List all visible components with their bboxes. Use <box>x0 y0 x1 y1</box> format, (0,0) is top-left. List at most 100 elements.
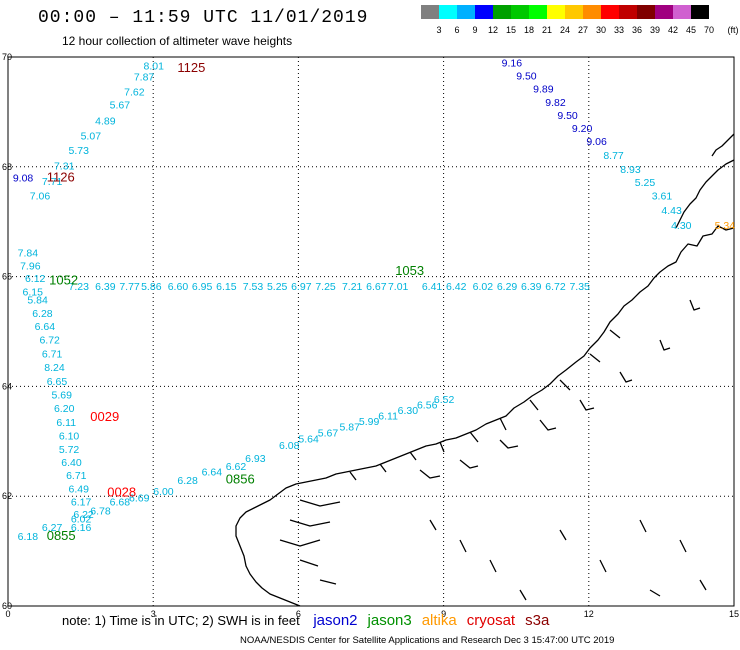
wave-height-value: 5.69 <box>52 389 73 401</box>
color-scale-label: 3 <box>436 25 442 35</box>
wave-height-value: 8.24 <box>44 362 65 374</box>
wave-height-value: 6.42 <box>446 281 467 293</box>
wave-height-value: 7.25 <box>315 281 336 293</box>
color-swatch <box>529 5 547 19</box>
wave-height-value: 7.21 <box>342 281 363 293</box>
wave-height-value: 6.29 <box>497 281 518 293</box>
wave-height-value: 5.73 <box>69 145 90 157</box>
wave-height-value: 6.27 <box>42 522 63 534</box>
color-scale-label: 15 <box>505 25 517 35</box>
wave-height-value: 6.40 <box>61 457 82 469</box>
color-swatch <box>673 5 691 19</box>
wave-height-value: 6.39 <box>95 281 116 293</box>
color-scale-label: (ft) <box>727 25 739 35</box>
color-swatch <box>457 5 475 19</box>
wave-height-value: 5.99 <box>359 416 380 428</box>
axis-tick-labels: 0 3 6 9 12 15 70 68 66 64 62 60 <box>2 52 739 619</box>
wave-height-value: 7.06 <box>30 191 51 203</box>
color-scale-label: 30 <box>595 25 607 35</box>
color-swatch <box>493 5 511 19</box>
wave-height-value: 5.25 <box>635 177 656 189</box>
x-tick-label: 3 <box>151 609 156 619</box>
wave-height-value: 9.89 <box>533 84 554 96</box>
color-swatch <box>565 5 583 19</box>
wave-height-value: 7.53 <box>243 281 264 293</box>
color-scale-label: 39 <box>649 25 661 35</box>
color-swatch <box>691 5 709 19</box>
footer-note: note: 1) Time is in UTC; 2) SWH is in fe… <box>62 612 549 629</box>
wave-height-value: 5.72 <box>59 444 80 456</box>
pass-time-label: 0029 <box>90 409 119 424</box>
wave-height-value: 6.65 <box>47 376 68 388</box>
wave-height-value: 9.50 <box>557 110 578 122</box>
y-tick-label: 68 <box>2 162 12 172</box>
wave-height-value: 5.87 <box>340 421 361 433</box>
wave-height-value: 6.30 <box>398 405 419 417</box>
color-scale-label: 18 <box>523 25 535 35</box>
color-scale-label: 6 <box>454 25 460 35</box>
wave-height-value: 6.10 <box>59 431 80 443</box>
wave-height-value: 5.86 <box>141 281 162 293</box>
map-subtitle: 12 hour collection of altimeter wave hei… <box>62 34 293 48</box>
wave-height-value: 6.15 <box>23 286 44 298</box>
y-tick-label: 70 <box>2 52 12 62</box>
wave-height-value: 6.15 <box>216 281 237 293</box>
map-title: 00:00 – 11:59 UTC 11/01/2019 <box>38 8 369 28</box>
wave-height-value: 7.96 <box>20 260 41 272</box>
pass-time-label: 1052 <box>49 272 78 287</box>
wave-height-value: 6.28 <box>177 475 198 487</box>
color-swatch <box>547 5 565 19</box>
wave-height-value: 4.30 <box>671 220 692 232</box>
x-tick-label: 0 <box>5 609 10 619</box>
color-scale-label: 9 <box>472 25 478 35</box>
wave-height-value: 5.67 <box>110 100 131 112</box>
wave-height-value: 6.22 <box>73 509 94 521</box>
wave-height-value: 6.49 <box>69 483 90 495</box>
satellite-legend: jason2 jason3 altika cryosat s3a <box>303 612 549 629</box>
wave-height-value: 7.35 <box>569 281 590 293</box>
color-scale-label: 36 <box>631 25 643 35</box>
coastline <box>235 133 735 607</box>
color-swatch <box>619 5 637 19</box>
x-tick-label: 12 <box>584 609 594 619</box>
color-swatch <box>655 5 673 19</box>
pass-time-label: 1125 <box>177 60 205 75</box>
pass-time-labels: 1125 1126 1052 1053 0029 0028 0856 0855 <box>47 60 424 543</box>
color-swatch <box>439 5 457 19</box>
wave-height-value: 9.08 <box>13 173 34 185</box>
satellite-altika: altika <box>421 612 457 629</box>
wave-height-value: 9.16 <box>502 57 523 69</box>
color-scale-label: 27 <box>577 25 589 35</box>
wave-height-value: 5.64 <box>298 433 319 445</box>
wave-height-value: 6.68 <box>110 497 131 509</box>
altimeter-tracks: 9.169.509.899.829.509.209.069.088.778.93… <box>13 57 735 543</box>
wave-height-value: 5.84 <box>27 295 48 307</box>
wave-height-value: 9.20 <box>572 123 593 135</box>
wave-height-value: 6.11 <box>56 417 76 429</box>
credit-line: NOAA/NESDIS Center for Satellite Applica… <box>240 635 615 646</box>
color-scale-label: 21 <box>541 25 553 35</box>
color-swatch <box>583 5 601 19</box>
satellite-cryosat: cryosat <box>466 612 516 629</box>
y-tick-label: 62 <box>2 491 12 501</box>
wave-height-value: 6.78 <box>90 505 111 517</box>
wave-height-value: 4.43 <box>661 205 682 217</box>
wave-height-value: 6.41 <box>422 281 443 293</box>
wave-height-value: 6.71 <box>66 470 87 482</box>
color-swatch <box>421 5 439 19</box>
wave-height-value: 5.67 <box>318 427 339 439</box>
wave-height-value: 6.18 <box>18 531 39 543</box>
wave-height-value: 6.97 <box>291 281 312 293</box>
wave-height-value: 6.11 <box>378 410 398 422</box>
wave-height-value: 6.00 <box>153 486 174 498</box>
y-tick-label: 66 <box>2 272 12 282</box>
wave-height-value: 6.69 <box>129 493 150 505</box>
wave-height-value: 6.02 <box>473 281 494 293</box>
wave-height-value: 5.07 <box>81 130 102 142</box>
pass-time-label: 1126 <box>47 170 75 185</box>
color-scale-label: 45 <box>685 25 697 35</box>
wave-height-value: 6.71 <box>42 348 63 360</box>
wave-height-value: 6.60 <box>168 281 189 293</box>
wave-height-value: 6.64 <box>202 466 223 478</box>
